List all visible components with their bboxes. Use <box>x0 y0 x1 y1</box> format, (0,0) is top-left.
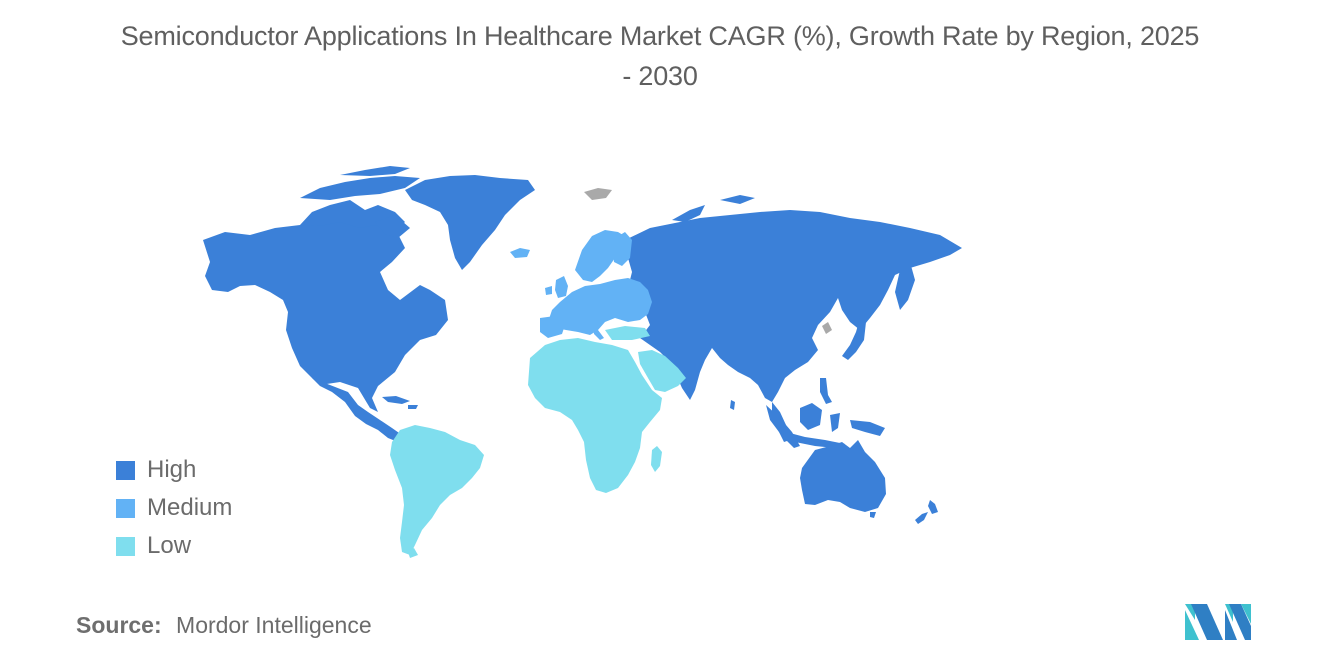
source-label: Source: <box>76 612 162 638</box>
legend-swatch-low <box>116 536 135 556</box>
region-europe <box>510 230 652 340</box>
map-legend: High Medium Low <box>116 451 232 565</box>
legend-item-medium: Medium <box>116 489 232 527</box>
legend-label-low: Low <box>147 532 192 559</box>
legend-swatch-medium <box>116 498 135 518</box>
region-asia-pacific <box>625 195 962 524</box>
region-south-america <box>390 425 484 558</box>
legend-item-low: Low <box>116 527 232 565</box>
chart-title-line-1: Semiconductor Applications In Healthcare… <box>120 21 1200 51</box>
chart-title-line-2: - 2030 <box>622 61 698 91</box>
region-north-america <box>203 166 535 442</box>
mordor-intelligence-logo-icon <box>1185 604 1251 640</box>
legend-swatch-high <box>116 460 135 480</box>
source-value: Mordor Intelligence <box>176 612 372 638</box>
region-middle-east-africa <box>528 326 686 493</box>
source-note: Source: Mordor Intelligence <box>76 612 372 639</box>
chart-title: Semiconductor Applications In Healthcare… <box>0 16 1320 96</box>
legend-label-high: High <box>147 456 197 483</box>
legend-item-high: High <box>116 451 232 489</box>
region-no-data <box>584 188 832 334</box>
legend-label-medium: Medium <box>147 494 233 521</box>
